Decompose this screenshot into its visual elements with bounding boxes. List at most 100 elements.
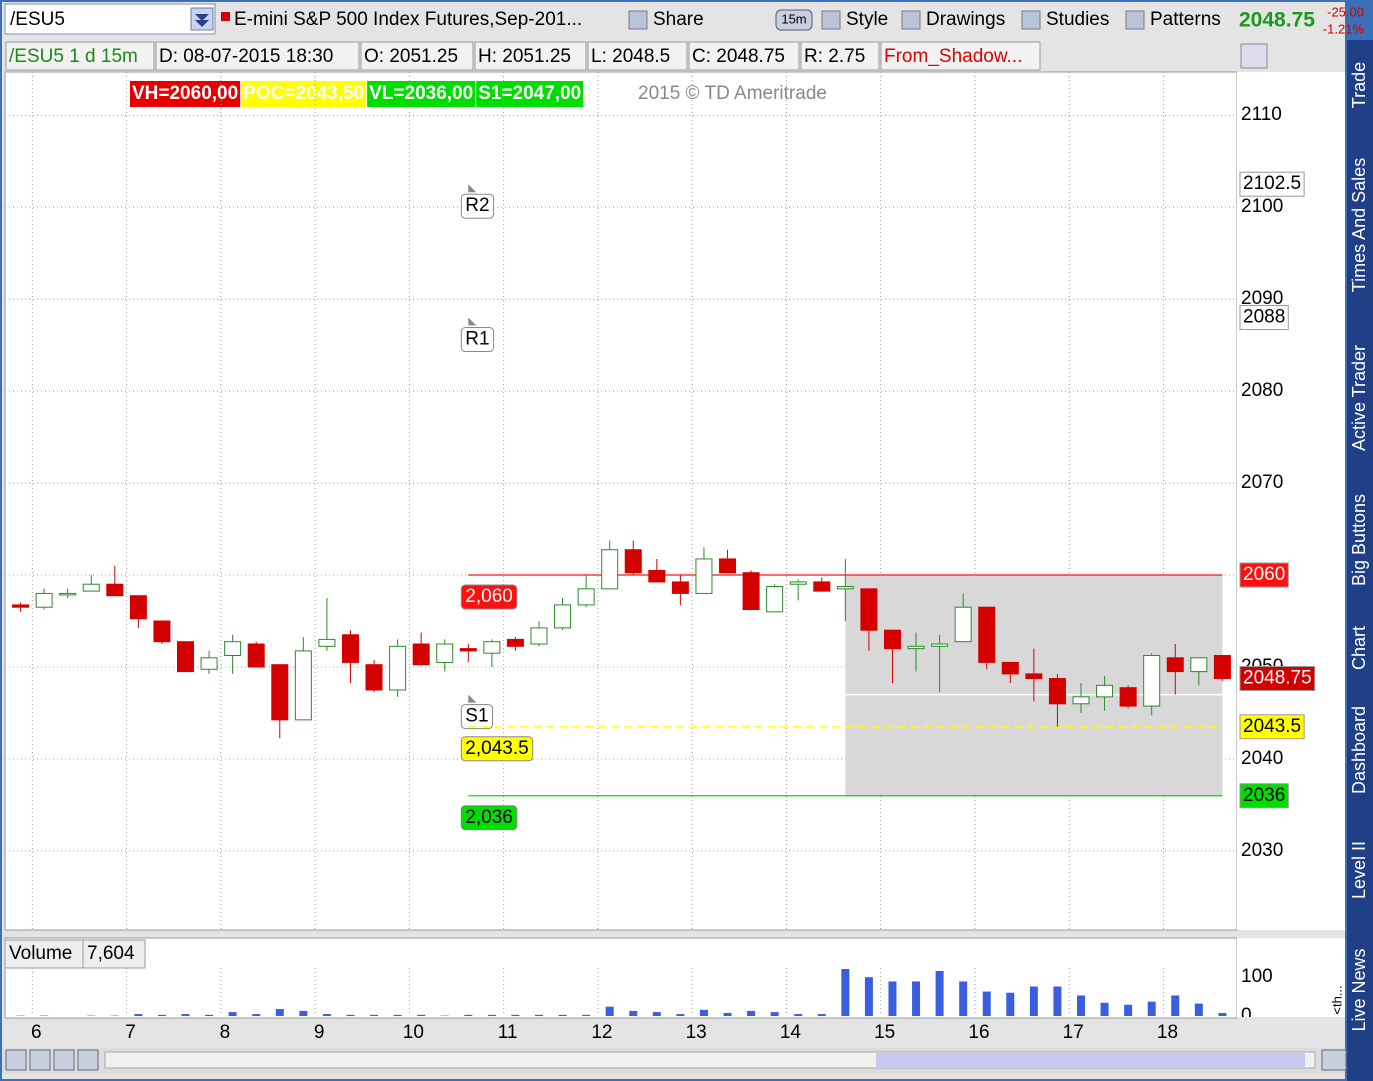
volume-bar: [205, 1014, 214, 1016]
candle-body: [436, 643, 454, 663]
volume-bar: [1029, 986, 1038, 1016]
x-tick-label: 12: [591, 1022, 612, 1043]
y-tick-label: 2110: [1241, 104, 1282, 125]
zoom-out-button[interactable]: [53, 1049, 75, 1071]
candle-body: [271, 664, 289, 721]
info-text: H: 2051.25: [478, 46, 571, 67]
y-tick-label: 2030: [1241, 840, 1283, 861]
volume-bar: [864, 977, 873, 1016]
side-tab[interactable]: Active Trader: [1349, 345, 1369, 451]
chart-settings-button[interactable]: [1240, 43, 1268, 69]
study-label: S1=2047,00: [478, 83, 581, 104]
toolbar-button[interactable]: Studies: [1046, 9, 1109, 30]
volume-bar: [534, 1014, 543, 1016]
toolbar-button[interactable]: Patterns: [1150, 9, 1221, 30]
candle-body: [624, 549, 642, 574]
candle-body: [1001, 661, 1019, 675]
scrollbar-thumb[interactable]: [876, 1053, 1305, 1067]
toolbar-button[interactable]: Share: [653, 9, 704, 30]
last-price-axis-label-bg: [1239, 665, 1316, 691]
side-tab[interactable]: Live News: [1349, 948, 1369, 1031]
x-tick-label: 9: [314, 1022, 325, 1043]
volume-bar: [723, 1012, 732, 1016]
line-axis-label-bg: [1239, 562, 1289, 588]
x-tick-label: 11: [498, 1022, 518, 1043]
info-cell: [474, 41, 587, 71]
y-tick-label: 2040: [1241, 748, 1283, 769]
volume-bar: [181, 1014, 190, 1016]
toolbar-button[interactable]: Drawings: [926, 9, 1005, 30]
copyright: 2015 © TD Ameritrade: [638, 83, 827, 104]
tool-button[interactable]: [5, 1049, 27, 1071]
volume-bar: [1076, 995, 1085, 1016]
toolbar-icon: [901, 10, 921, 30]
line-label-bg: [460, 584, 518, 610]
interval-button[interactable]: [775, 9, 813, 31]
candle-body: [954, 606, 972, 643]
more-tab[interactable]: <th...: [1329, 985, 1344, 1014]
level-axis-label-bg: [1239, 171, 1305, 197]
candle-body: [1096, 684, 1114, 698]
side-tab[interactable]: Trade: [1349, 62, 1369, 108]
side-tab[interactable]: Level II: [1349, 841, 1369, 899]
level-label: S1: [465, 706, 488, 727]
percent-change: -1.21%: [1323, 21, 1365, 36]
pointer-button[interactable]: [77, 1049, 99, 1071]
info-text: R: 2.75: [804, 46, 865, 67]
toolbar-button[interactable]: Style: [846, 9, 888, 30]
candle-body: [1048, 677, 1066, 705]
volume-axis: [1237, 938, 1345, 1018]
candle-body: [1025, 673, 1043, 679]
side-tab-strip: [1347, 40, 1373, 1081]
volume-bar: [487, 1014, 496, 1016]
candle-body: [506, 638, 524, 647]
candle-body: [459, 648, 477, 652]
study-label-bg: [476, 81, 584, 107]
volume-bar: [982, 991, 991, 1016]
line-axis-label: 2036: [1243, 785, 1285, 806]
x-tick-label: 8: [220, 1022, 231, 1043]
line-axis-label-bg: [1239, 783, 1289, 809]
study-label-bg: [367, 81, 476, 107]
candle-body: [671, 581, 689, 594]
info-cell: [800, 41, 880, 71]
level-axis-label: 2088: [1243, 307, 1285, 328]
line-axis-label-bg: [1239, 714, 1305, 740]
level-label-bg: [460, 704, 494, 730]
volume-bar: [817, 1014, 826, 1016]
candle-body: [247, 643, 265, 668]
symbol-icon: [221, 12, 230, 21]
candle-body: [200, 657, 218, 670]
candle-body: [224, 641, 242, 656]
side-tab[interactable]: Dashboard: [1349, 706, 1369, 794]
volume-bar: [912, 981, 921, 1016]
candle-body: [719, 558, 737, 574]
candle-body: [883, 629, 901, 650]
side-tab[interactable]: Big Buttons: [1349, 494, 1369, 586]
info-cell: [360, 41, 474, 71]
x-tick-label: 15: [874, 1022, 895, 1043]
volume-bar: [134, 1014, 143, 1016]
study-label: VH=2060,00: [132, 83, 238, 104]
x-tick-label: 16: [968, 1022, 989, 1043]
volume-bar: [346, 1014, 355, 1016]
volume-axis-cover: [1237, 1017, 1345, 1047]
candle-body: [1166, 657, 1184, 673]
expand-button[interactable]: [1321, 1049, 1347, 1071]
side-tab[interactable]: Times And Sales: [1349, 158, 1369, 292]
study-label-bg: [241, 81, 367, 107]
level-axis-label: 2102.5: [1243, 173, 1301, 194]
info-text: L: 2048.5: [591, 46, 670, 67]
candle-body: [59, 592, 77, 596]
info-cell: [587, 41, 688, 71]
volume-bar: [888, 981, 897, 1016]
zoom-in-button[interactable]: [29, 1049, 51, 1071]
level-pointer: [468, 317, 477, 326]
candle-body: [177, 641, 195, 673]
volume-bar: [605, 1006, 614, 1016]
y-tick-label: 2090: [1241, 288, 1283, 309]
side-tab[interactable]: Chart: [1349, 626, 1369, 670]
symbol-box[interactable]: [4, 3, 216, 35]
x-tick-label: 7: [125, 1022, 136, 1043]
